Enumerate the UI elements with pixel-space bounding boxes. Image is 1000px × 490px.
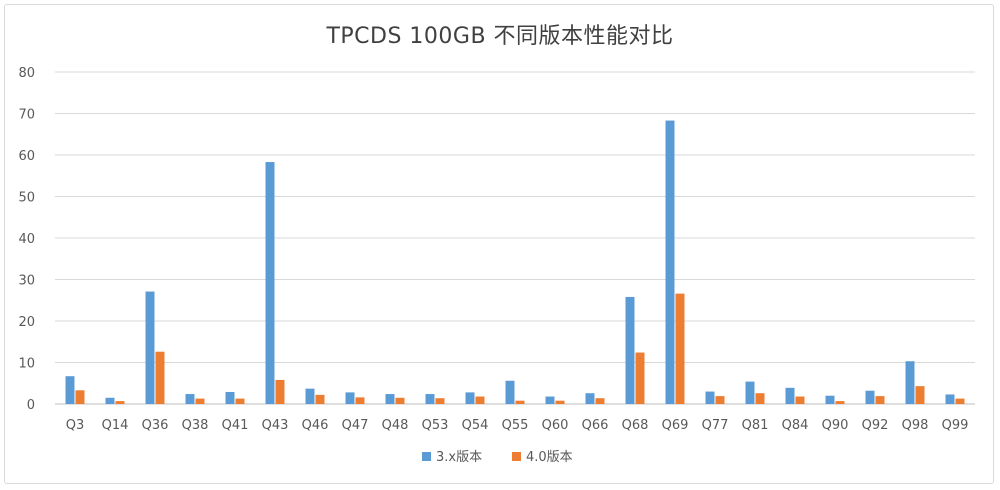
- x-tick-label: Q47: [342, 418, 369, 433]
- x-tick-label: Q38: [182, 418, 209, 433]
- bar-series2: [235, 398, 245, 404]
- bar-series2: [155, 351, 165, 404]
- bar-series2: [835, 401, 845, 404]
- bar-series2: [75, 390, 85, 404]
- bars: [65, 120, 965, 405]
- bar-series1: [505, 380, 515, 404]
- bar-series1: [225, 391, 235, 404]
- x-tick-label: Q68: [622, 418, 649, 433]
- bar-series1: [945, 394, 955, 404]
- bar-series1: [105, 397, 115, 404]
- x-tick-label: Q99: [942, 418, 969, 433]
- x-tick-label: Q98: [902, 418, 929, 433]
- x-axis-ticks: Q3 Q14 Q36 Q38 Q41 Q43 Q46 Q47 Q48 Q53 Q54 Q55 Q60 Q6…: [66, 418, 969, 433]
- y-tick-label: 60: [18, 149, 35, 164]
- bar-series2: [555, 400, 565, 404]
- x-tick-label: Q90: [822, 418, 849, 433]
- bar-series1: [545, 396, 555, 404]
- x-tick-label: Q43: [262, 418, 289, 433]
- bar-series1: [585, 393, 595, 404]
- bar-series2: [515, 400, 525, 404]
- x-tick-label: Q60: [542, 418, 569, 433]
- bar-series1: [345, 392, 355, 404]
- x-tick-label: Q36: [142, 418, 169, 433]
- bar-series1: [385, 394, 395, 404]
- bar-series1: [745, 381, 755, 404]
- bar-series2: [915, 386, 925, 404]
- bar-series1: [825, 395, 835, 404]
- bar-series2: [875, 396, 885, 404]
- x-tick-label: Q84: [782, 418, 809, 433]
- y-tick-label: 20: [18, 315, 35, 330]
- bar-series1: [625, 296, 635, 404]
- bar-series1: [145, 291, 155, 404]
- y-tick-label: 50: [18, 191, 35, 206]
- x-tick-label: Q14: [102, 418, 129, 433]
- y-tick-label: 70: [18, 108, 35, 123]
- x-tick-label: Q77: [702, 418, 729, 433]
- gridlines: [55, 71, 975, 405]
- bar-series2: [315, 394, 325, 404]
- x-tick-label: Q41: [222, 418, 249, 433]
- bar-series1: [65, 376, 75, 404]
- bar-series2: [475, 396, 485, 404]
- bar-series1: [265, 162, 275, 404]
- bar-series1: [465, 392, 475, 404]
- bar-series2: [275, 379, 285, 404]
- legend: 3.x版本 4.0版本: [422, 450, 573, 465]
- bar-series1: [425, 394, 435, 404]
- x-tick-label: Q54: [462, 418, 489, 433]
- x-tick-label: Q69: [662, 418, 689, 433]
- bar-series2: [435, 398, 445, 404]
- legend-label: 3.x版本: [436, 450, 482, 465]
- x-tick-label: Q66: [582, 418, 609, 433]
- x-tick-label: Q53: [422, 418, 449, 433]
- bar-series2: [115, 401, 125, 404]
- bar-series1: [665, 120, 675, 405]
- bar-series1: [785, 387, 795, 404]
- legend-label: 4.0版本: [526, 450, 573, 465]
- x-tick-label: Q48: [382, 418, 409, 433]
- y-tick-label: 80: [18, 66, 35, 81]
- bar-series2: [635, 352, 645, 404]
- bar-series2: [195, 398, 205, 404]
- bar-series2: [755, 393, 765, 404]
- bar-series1: [865, 390, 875, 404]
- y-axis-ticks: 0 10 20 30 40 50 60 70 80: [18, 66, 35, 413]
- chart-title: TPCDS 100GB 不同版本性能对比: [326, 24, 674, 49]
- x-tick-label: Q55: [502, 418, 529, 433]
- y-tick-label: 10: [18, 357, 35, 372]
- bar-series2: [395, 397, 405, 404]
- bar-series1: [905, 361, 915, 404]
- y-tick-label: 40: [18, 232, 35, 247]
- bar-series2: [715, 396, 725, 404]
- x-tick-label: Q81: [742, 418, 769, 433]
- x-tick-label: Q92: [862, 418, 889, 433]
- y-tick-label: 30: [18, 274, 35, 289]
- x-tick-label: Q3: [66, 418, 85, 433]
- x-tick-label: Q46: [302, 418, 329, 433]
- bar-series2: [595, 398, 605, 404]
- bar-series2: [675, 293, 685, 404]
- bar-series2: [955, 398, 965, 404]
- y-tick-label: 0: [27, 398, 35, 413]
- bar-series2: [795, 396, 805, 404]
- bar-series1: [305, 388, 315, 404]
- bar-series1: [185, 394, 195, 404]
- legend-swatch: [422, 452, 431, 461]
- bar-series2: [355, 397, 365, 404]
- legend-swatch: [512, 452, 521, 461]
- bar-series1: [705, 391, 715, 404]
